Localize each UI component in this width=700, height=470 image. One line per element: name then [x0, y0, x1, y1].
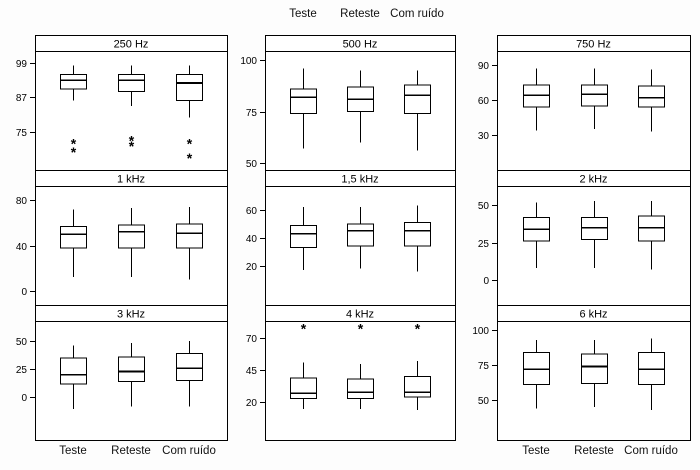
panel-title: 250 Hz [114, 39, 149, 51]
y-tick-label: 25 [478, 239, 490, 250]
panel-title: 500 Hz [343, 39, 378, 51]
box [290, 224, 317, 249]
box [118, 356, 145, 383]
box [581, 353, 608, 384]
bottom-right-label-teste: Teste [522, 445, 550, 457]
outlier-asterisk: * [71, 144, 77, 160]
top-axis-label-reteste: Reteste [340, 8, 380, 20]
y-tick-label: 20 [246, 398, 258, 409]
box [638, 85, 665, 108]
y-tick-label: 40 [246, 234, 258, 245]
panel-6khz: 6 kHz 100 75 50 [472, 305, 691, 441]
y-tick-label: 60 [246, 206, 258, 217]
box [290, 377, 317, 399]
outlier-asterisk: * [301, 321, 307, 337]
box [176, 352, 203, 382]
y-tick-label: 50 [478, 201, 490, 212]
outlier-asterisk: * [71, 135, 77, 151]
panel-title: 4 kHz [346, 309, 374, 321]
bottom-left-label-com-ruido: Com ruído [162, 445, 216, 457]
y-tick-label: 0 [21, 287, 27, 298]
panel-4khz: 4 kHz 70 45 20 * * * [246, 305, 456, 441]
outlier-asterisk: * [129, 132, 135, 148]
box [60, 225, 87, 249]
bottom-right-label-com-ruido: Com ruído [624, 445, 678, 457]
top-axis-label-com-ruido: Com ruído [390, 8, 444, 20]
y-tick-label: 0 [21, 393, 27, 404]
box [404, 376, 431, 398]
y-tick-label: 25 [16, 365, 28, 376]
box [404, 221, 431, 247]
y-tick-label: 50 [16, 337, 28, 348]
y-tick-label: 90 [478, 61, 490, 72]
y-tick-label: 0 [483, 276, 489, 287]
y-tick-label: 99 [16, 59, 28, 70]
box [290, 88, 317, 115]
y-tick-label: 50 [478, 396, 490, 407]
box [176, 73, 203, 101]
box [176, 223, 203, 249]
box [118, 73, 145, 93]
panel-title: 3 kHz [117, 309, 145, 321]
y-tick-label: 50 [246, 159, 258, 170]
panel-3khz: 3 kHz 50 25 0 [16, 305, 228, 441]
y-tick-label: 100 [240, 56, 257, 67]
y-tick-label: 40 [16, 242, 28, 253]
y-tick-label: 45 [246, 366, 258, 377]
panel-title: 2 kHz [579, 174, 607, 186]
y-tick-label: 75 [478, 361, 490, 372]
panel-15khz: 1,5 kHz 60 40 20 [246, 170, 456, 306]
box [118, 224, 145, 249]
bottom-left-label-teste: Teste [59, 445, 87, 457]
y-tick-label: 30 [478, 131, 490, 142]
panel-2khz: 2 kHz 50 25 0 [478, 170, 691, 306]
outlier-asterisk: * [415, 321, 421, 337]
y-tick-label: 20 [246, 262, 258, 273]
box [60, 357, 87, 385]
box [347, 223, 374, 247]
outlier-asterisk: * [187, 150, 193, 166]
outlier-asterisk: * [129, 138, 135, 154]
y-tick-label: 87 [16, 93, 28, 104]
y-tick-label: 70 [246, 334, 258, 345]
panel-title: 1,5 kHz [341, 174, 378, 186]
y-tick-label: 75 [16, 128, 28, 139]
box [581, 84, 608, 107]
box [60, 73, 87, 90]
outlier-asterisk: * [358, 321, 364, 337]
bottom-left-label-reteste: Reteste [111, 445, 151, 457]
y-tick-label: 80 [16, 196, 28, 207]
bottom-right-label-reteste: Reteste [574, 445, 614, 457]
panel-title: 750 Hz [576, 39, 611, 51]
panel-750hz: 750 Hz 90 60 30 [478, 35, 691, 171]
outlier-asterisk: * [187, 135, 193, 151]
top-axis-label-teste: Teste [289, 8, 317, 20]
box [404, 84, 431, 115]
panel-1khz: 1 kHz 80 40 0 [16, 170, 228, 306]
box [347, 378, 374, 399]
panel-title: 1 kHz [117, 174, 145, 186]
y-tick-label: 100 [472, 326, 489, 337]
panel-title: 6 kHz [579, 309, 607, 321]
panel-500hz: 500 Hz 100 75 50 [240, 35, 456, 171]
y-tick-label: 60 [478, 96, 490, 107]
y-tick-label: 75 [246, 108, 258, 119]
